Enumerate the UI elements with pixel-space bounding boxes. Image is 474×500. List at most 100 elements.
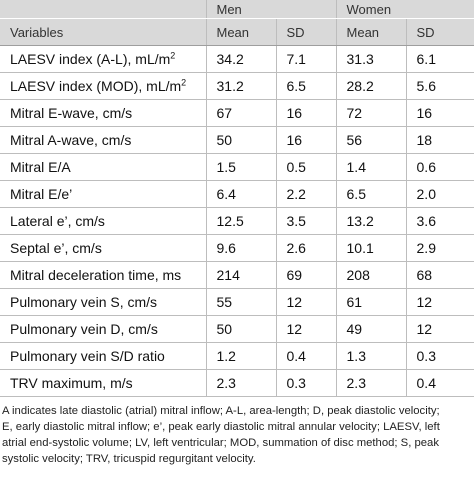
women-sd-cell: 5.6 (405, 72, 474, 100)
women-mean-cell: 208 (335, 261, 407, 289)
women-sd-cell: 18 (405, 126, 474, 154)
footnote-line: E, early diastolic mitral inflow; e’, pe… (2, 421, 440, 433)
row-variable-cell: Mitral E/A (0, 153, 206, 181)
row-variable-cell: Pulmonary vein D, cm/s (0, 315, 206, 343)
women-mean-cell: 1.4 (335, 153, 407, 181)
row-variable-cell: LAESV index (MOD), mL/m2 (0, 72, 206, 100)
men-mean-cell: 6.4 (205, 180, 276, 208)
header-women: Women (335, 0, 474, 19)
row-variable-cell: Mitral deceleration time, ms (0, 261, 206, 289)
row-variable-cell: Pulmonary vein S, cm/s (0, 288, 206, 316)
row-variable-cell: Mitral E/e’ (0, 180, 206, 208)
row-variable-label: TRV maximum, m/s (10, 375, 133, 391)
women-mean-cell: 13.2 (335, 207, 407, 235)
women-sd-cell: 6.1 (405, 45, 474, 73)
women-sd-cell: 0.6 (405, 153, 474, 181)
men-mean-cell: 55 (205, 288, 276, 316)
row-variable-cell: Septal e’, cm/s (0, 234, 206, 262)
row-variable-label: Septal e’, cm/s (10, 240, 102, 256)
men-sd-cell: 0.4 (275, 342, 337, 370)
header-women-sd: SD (405, 18, 474, 46)
men-mean-cell: 9.6 (205, 234, 276, 262)
row-variable-label: Mitral E/A (10, 159, 71, 175)
men-mean-cell: 12.5 (205, 207, 276, 235)
row-variable-unit-exponent: 2 (181, 77, 187, 88)
women-mean-cell: 31.3 (335, 45, 407, 73)
footnote-line: atrial end-systolic volume; LV, left ven… (2, 437, 439, 449)
women-sd-cell: 3.6 (405, 207, 474, 235)
table-row: LAESV index (A-L), mL/m2 34.2 7.1 31.3 6.1 (0, 45, 474, 73)
men-sd-cell: 16 (275, 126, 337, 154)
row-variable-label: Pulmonary vein D, cm/s (10, 321, 158, 337)
footnote-line: systolic velocity; TRV, tricuspid regurg… (2, 453, 256, 465)
row-variable-cell: Mitral A-wave, cm/s (0, 126, 206, 154)
men-sd-cell: 2.6 (275, 234, 337, 262)
women-sd-cell: 0.3 (405, 342, 474, 370)
men-sd-cell: 7.1 (275, 45, 337, 73)
table-row: Mitral deceleration time, ms 214 69 208 68 (0, 261, 474, 289)
row-variable-label: Mitral A-wave, cm/s (10, 132, 132, 148)
women-sd-cell: 68 (405, 261, 474, 289)
row-variable-cell: Pulmonary vein S/D ratio (0, 342, 206, 370)
table-row: TRV maximum, m/s 2.3 0.3 2.3 0.4 (0, 369, 474, 397)
table-row: LAESV index (MOD), mL/m2 31.2 6.5 28.2 5.6 (0, 72, 474, 100)
table-row: Lateral e’, cm/s 12.5 3.5 13.2 3.6 (0, 207, 474, 235)
women-mean-cell: 28.2 (335, 72, 407, 100)
row-variable-label: Pulmonary vein S, cm/s (10, 294, 158, 310)
men-mean-cell: 50 (205, 315, 276, 343)
row-variable-label: Lateral e’, cm/s (10, 213, 105, 229)
row-variable-unit-exponent: 2 (170, 50, 176, 61)
table-row: Mitral A-wave, cm/s 50 16 56 18 (0, 126, 474, 154)
header-men: Men (205, 0, 337, 19)
women-mean-cell: 6.5 (335, 180, 407, 208)
women-sd-cell: 12 (405, 315, 474, 343)
men-sd-cell: 0.5 (275, 153, 337, 181)
women-mean-cell: 2.3 (335, 369, 407, 397)
women-sd-cell: 2.9 (405, 234, 474, 262)
row-variable-cell: Lateral e’, cm/s (0, 207, 206, 235)
women-mean-cell: 72 (335, 99, 407, 127)
men-mean-cell: 2.3 (205, 369, 276, 397)
women-mean-cell: 49 (335, 315, 407, 343)
header-variables: Variables (0, 18, 206, 46)
men-mean-cell: 1.5 (205, 153, 276, 181)
women-mean-cell: 56 (335, 126, 407, 154)
header-columns-row: Variables Mean SD Mean SD (0, 18, 474, 46)
row-variable-label: LAESV index (MOD), mL/m (10, 78, 182, 94)
men-mean-cell: 67 (205, 99, 276, 127)
men-mean-cell: 1.2 (205, 342, 276, 370)
women-sd-cell: 16 (405, 99, 474, 127)
row-variable-label: Mitral E-wave, cm/s (10, 105, 133, 121)
men-sd-cell: 69 (275, 261, 337, 289)
row-variable-label: LAESV index (A-L), mL/m (10, 51, 171, 67)
table-row: Septal e’, cm/s 9.6 2.6 10.1 2.9 (0, 234, 474, 262)
men-sd-cell: 12 (275, 288, 337, 316)
row-variable-label: Mitral E/e’ (10, 186, 73, 202)
women-sd-cell: 12 (405, 288, 474, 316)
header-group-row: Men Women (0, 0, 474, 19)
men-sd-cell: 6.5 (275, 72, 337, 100)
women-sd-cell: 0.4 (405, 369, 474, 397)
table-row: Pulmonary vein S/D ratio 1.2 0.4 1.3 0.3 (0, 342, 474, 370)
table-row: Pulmonary vein D, cm/s 50 12 49 12 (0, 315, 474, 343)
men-sd-cell: 16 (275, 99, 337, 127)
men-sd-cell: 12 (275, 315, 337, 343)
table-row: Mitral E/e’ 6.4 2.2 6.5 2.0 (0, 180, 474, 208)
table-footnote: A indicates late diastolic (atrial) mitr… (0, 403, 474, 467)
row-variable-label: Mitral deceleration time, ms (10, 267, 182, 283)
men-sd-cell: 0.3 (275, 369, 337, 397)
women-mean-cell: 61 (335, 288, 407, 316)
data-table: Men Women Variables Mean SD Mean SD LAES… (0, 0, 474, 397)
header-men-sd: SD (275, 18, 337, 46)
footnote-line: A indicates late diastolic (atrial) mitr… (2, 405, 440, 417)
table-row: Mitral E-wave, cm/s 67 16 72 16 (0, 99, 474, 127)
men-sd-cell: 3.5 (275, 207, 337, 235)
women-mean-cell: 1.3 (335, 342, 407, 370)
women-sd-cell: 2.0 (405, 180, 474, 208)
men-mean-cell: 214 (205, 261, 276, 289)
header-men-mean: Mean (205, 18, 276, 46)
header-blank-cell (0, 0, 206, 19)
men-mean-cell: 31.2 (205, 72, 276, 100)
row-variable-label: Pulmonary vein S/D ratio (10, 348, 165, 364)
